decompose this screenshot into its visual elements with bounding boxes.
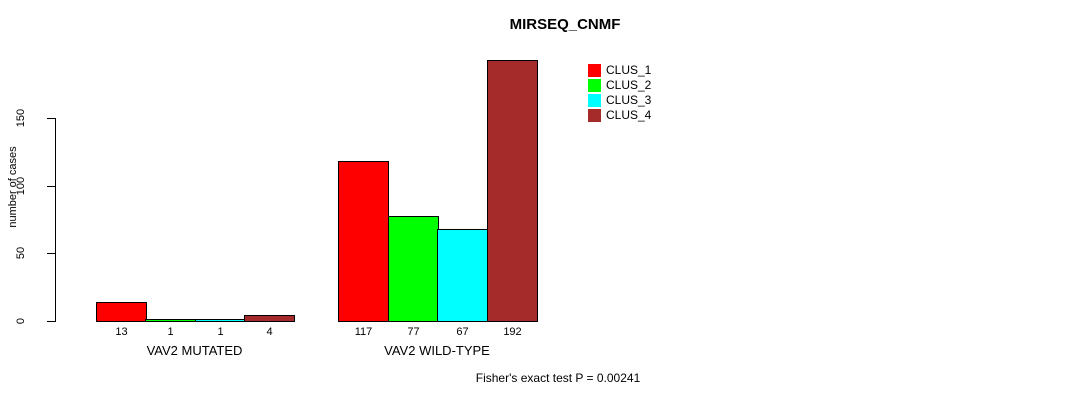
chart-title: MIRSEQ_CNMF xyxy=(509,16,621,33)
y-axis-tick xyxy=(47,321,55,322)
bar-value-label: 67 xyxy=(456,326,469,338)
legend-item: CLUS_4 xyxy=(588,109,651,122)
bar-clus_2-group2 xyxy=(388,216,439,322)
y-axis-tick-label: 50 xyxy=(15,247,27,260)
bar-value-label: 77 xyxy=(407,326,420,338)
legend-item: CLUS_3 xyxy=(588,94,651,107)
legend-label-clus-4: CLUS_4 xyxy=(606,108,652,122)
x-group-label-2: VAV2 WILD-TYPE xyxy=(384,343,490,358)
legend-label-clus-1: CLUS_1 xyxy=(606,63,652,77)
y-axis-tick-label: 100 xyxy=(15,176,27,195)
bar-clus_3-group1 xyxy=(195,319,246,322)
y-axis-tick-label: 150 xyxy=(15,108,27,127)
y-axis-line xyxy=(55,117,56,322)
y-axis-tick-label: 0 xyxy=(15,317,27,325)
bar-clus_1-group2 xyxy=(338,161,389,322)
legend-item: CLUS_2 xyxy=(588,79,651,92)
bar-clus_3-group2 xyxy=(437,229,488,322)
y-axis-tick xyxy=(47,185,55,187)
legend-item: CLUS_1 xyxy=(588,64,651,77)
bar-clus_1-group1 xyxy=(96,302,147,322)
legend-swatch-clus-3 xyxy=(588,94,601,107)
legend-swatch-clus-4 xyxy=(588,109,601,122)
y-axis-tick xyxy=(47,253,55,255)
legend-swatch-clus-2 xyxy=(588,79,601,92)
bar-value-label: 4 xyxy=(266,326,273,338)
bar-value-label: 1 xyxy=(167,326,174,338)
bar-clus_4-group2 xyxy=(487,60,538,322)
bar-value-label: 13 xyxy=(115,326,128,338)
x-group-label-1: VAV2 MUTATED xyxy=(146,343,243,358)
bar-value-label: 1 xyxy=(217,326,224,338)
bar-value-label: 192 xyxy=(503,326,522,338)
fisher-test-note: Fisher's exact test P = 0.00241 xyxy=(475,371,641,385)
y-axis-tick xyxy=(47,117,55,119)
bar-clus_4-group1 xyxy=(244,315,295,322)
bar-value-label: 117 xyxy=(354,326,373,338)
legend-label-clus-3: CLUS_3 xyxy=(606,93,652,107)
legend-swatch-clus-1 xyxy=(588,64,601,77)
bar-clus_2-group1 xyxy=(145,319,196,322)
legend: CLUS_1 CLUS_2 CLUS_3 CLUS_4 xyxy=(588,64,651,122)
legend-label-clus-2: CLUS_2 xyxy=(606,78,652,92)
